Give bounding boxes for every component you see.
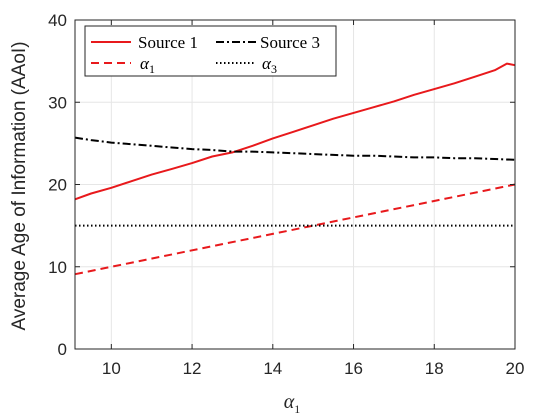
series-lines xyxy=(74,62,516,276)
x-tick-label-20: 20 xyxy=(506,359,525,378)
x-tick-label-16: 16 xyxy=(344,359,363,378)
legend-label-alpha-3: α3 xyxy=(262,54,277,76)
y-axis-label: Average Age of Information (AAoI) xyxy=(9,41,30,330)
axes xyxy=(74,19,516,350)
legend-label-alpha-3-subscript: 3 xyxy=(271,62,277,76)
series-source-3-line xyxy=(74,136,516,161)
legend-label-alpha-1-subscript: 1 xyxy=(149,62,155,76)
legend-box xyxy=(84,25,337,77)
y-tick-label-40: 40 xyxy=(48,11,67,30)
series-source-1-line xyxy=(74,62,516,201)
y-tick-label-10: 10 xyxy=(48,258,67,277)
x-axis-label: α1 xyxy=(284,391,301,416)
x-axis-label-subscript: 1 xyxy=(294,402,300,416)
legend-label-source-1: Source 1 xyxy=(138,33,198,52)
legend: Source 1 Source 3 α1 α3 xyxy=(84,25,337,77)
x-tick-label-14: 14 xyxy=(263,359,282,378)
legend-label-alpha-1-symbol: α xyxy=(140,54,150,73)
x-tick-label-10: 10 xyxy=(102,359,121,378)
x-tick-label-12: 12 xyxy=(183,359,202,378)
y-tick-label-0: 0 xyxy=(58,340,67,359)
x-axis-label-symbol: α xyxy=(284,391,295,413)
legend-label-source-3: Source 3 xyxy=(260,33,320,52)
legend-label-alpha-3-symbol: α xyxy=(262,54,272,73)
series-alpha-1-line xyxy=(74,183,516,276)
x-tick-label-18: 18 xyxy=(425,359,444,378)
y-tick-label-20: 20 xyxy=(48,176,67,195)
legend-label-alpha-1: α1 xyxy=(140,54,155,76)
y-tick-label-30: 30 xyxy=(48,93,67,112)
tick-labels: 10 12 14 16 18 20 0 10 20 30 40 xyxy=(48,11,524,378)
